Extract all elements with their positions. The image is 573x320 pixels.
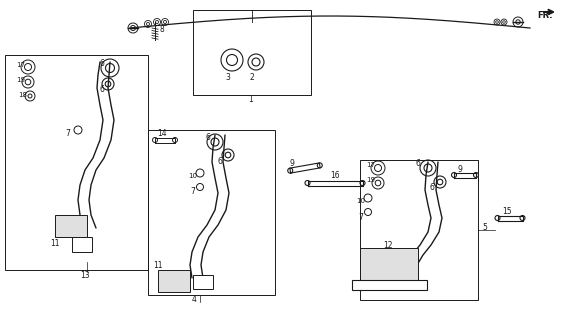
Text: 1: 1	[248, 95, 253, 105]
Text: 3: 3	[225, 74, 230, 83]
Bar	[360, 248, 418, 280]
Bar	[72, 237, 92, 252]
Text: 6: 6	[430, 183, 435, 193]
Text: 6: 6	[100, 59, 105, 68]
Text: 6: 6	[416, 158, 421, 167]
Text: 11: 11	[50, 238, 60, 247]
Text: 6: 6	[99, 85, 104, 94]
Text: 2: 2	[250, 74, 255, 83]
Bar	[55, 215, 87, 237]
Bar	[5, 55, 148, 270]
Text: 10: 10	[356, 198, 365, 204]
Text: 9: 9	[290, 158, 295, 167]
Text: 16: 16	[330, 172, 340, 180]
Text: 17: 17	[16, 62, 25, 68]
Text: 19: 19	[366, 177, 375, 183]
Bar	[158, 270, 190, 292]
Bar	[193, 275, 213, 289]
Text: 7: 7	[65, 129, 70, 138]
Text: 7: 7	[190, 188, 195, 196]
Text: 15: 15	[502, 207, 512, 217]
Bar	[360, 160, 478, 300]
Bar	[352, 280, 427, 290]
Text: FR.: FR.	[537, 11, 552, 20]
Text: 17: 17	[366, 162, 375, 168]
Text: 7: 7	[358, 212, 363, 221]
Text: 14: 14	[157, 129, 167, 138]
Text: 5: 5	[482, 223, 487, 233]
Text: 8: 8	[159, 26, 164, 35]
Text: 6: 6	[205, 132, 210, 141]
Text: 9: 9	[458, 164, 463, 173]
Text: 18: 18	[18, 92, 27, 98]
Text: 19: 19	[16, 77, 25, 83]
Text: 11: 11	[153, 261, 163, 270]
Text: 12: 12	[383, 241, 393, 250]
Text: 6: 6	[218, 156, 223, 165]
Bar	[193, 10, 311, 95]
Text: 10: 10	[188, 173, 197, 179]
Text: 4: 4	[192, 295, 197, 305]
Bar	[148, 130, 275, 295]
Text: 13: 13	[80, 270, 89, 279]
